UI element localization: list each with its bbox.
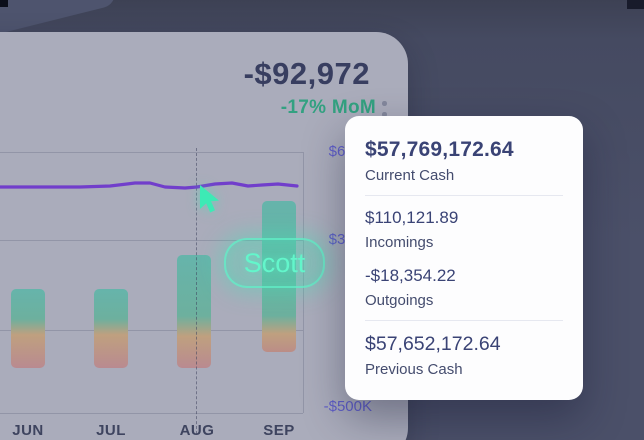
x-tick-label: AUG bbox=[179, 422, 215, 439]
bar-aug[interactable] bbox=[177, 255, 211, 368]
divider bbox=[365, 195, 563, 196]
tooltip-row-current-cash: $57,769,172.64 Current Cash bbox=[365, 138, 563, 184]
cash-details-tooltip: $57,769,172.64 Current Cash $110,121.89 … bbox=[345, 116, 583, 400]
x-tick-label: JUL bbox=[96, 422, 126, 439]
cash-balance-line bbox=[0, 181, 299, 190]
tooltip-row-outgoings: -$18,354.22 Outgoings bbox=[365, 265, 563, 309]
cursor-arrow-icon bbox=[200, 185, 219, 213]
x-tick-label: SEP bbox=[263, 422, 295, 439]
tooltip-label: Previous Cash bbox=[365, 361, 463, 378]
tooltip-row-incomings: $110,121.89 Incomings bbox=[365, 207, 563, 251]
total-change-value: -$92,972 bbox=[243, 56, 370, 91]
bar-jun[interactable] bbox=[11, 289, 45, 368]
y-tick-label: -$500K bbox=[323, 398, 372, 415]
cursor-name-pill: Scott bbox=[224, 238, 325, 288]
background-artifact-top-left bbox=[0, 0, 8, 7]
tooltip-row-previous-cash: $57,652,172.64 Previous Cash bbox=[365, 332, 563, 378]
gridline bbox=[0, 152, 303, 153]
hover-crosshair-line bbox=[196, 148, 197, 434]
mom-change-badge: -17% MoM bbox=[280, 97, 376, 118]
kebab-dot bbox=[382, 101, 387, 106]
bar-jul[interactable] bbox=[94, 289, 128, 368]
tooltip-label: Current Cash bbox=[365, 167, 455, 184]
tooltip-value: $57,652,172.64 bbox=[365, 333, 501, 355]
tooltip-label: Outgoings bbox=[365, 292, 434, 309]
cursor-user-name: Scott bbox=[243, 247, 306, 278]
gridline bbox=[0, 240, 303, 241]
tooltip-value: $110,121.89 bbox=[365, 208, 459, 227]
gridline bbox=[0, 413, 303, 414]
gridline bbox=[0, 330, 303, 331]
kebab-dot bbox=[382, 112, 387, 117]
background-artifact-top-right bbox=[627, 0, 644, 9]
tooltip-label: Incomings bbox=[365, 234, 434, 251]
x-tick-label: JUN bbox=[12, 422, 44, 439]
tooltip-value: $57,769,172.64 bbox=[365, 138, 514, 161]
divider bbox=[365, 320, 563, 321]
bar-sep[interactable] bbox=[262, 201, 296, 352]
tooltip-value: -$18,354.22 bbox=[365, 266, 456, 285]
